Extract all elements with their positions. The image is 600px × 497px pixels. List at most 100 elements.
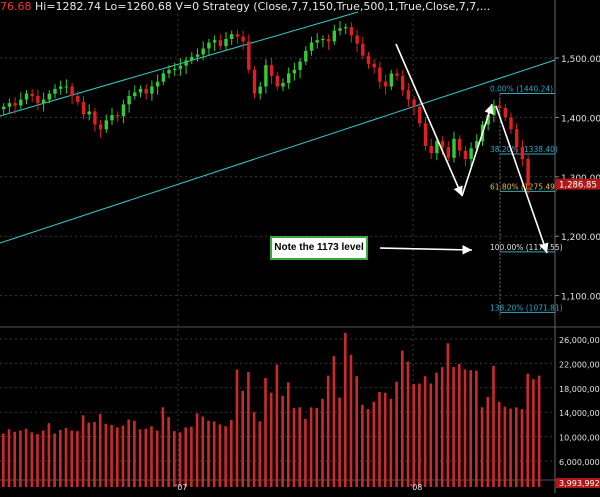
volume-bar: [178, 432, 182, 487]
candle-body: [509, 117, 513, 130]
candle-body: [435, 141, 439, 154]
volume-bar: [81, 415, 85, 487]
candle-body: [309, 42, 314, 51]
candle-body: [475, 141, 479, 149]
candle-body: [287, 73, 291, 83]
candle-body: [406, 90, 411, 100]
volume-tick-label: 14,000,000: [559, 409, 600, 418]
volume-bar: [281, 395, 284, 487]
candle-body: [526, 158, 530, 186]
channel-upper-line: [0, 11, 359, 117]
candle-body: [366, 55, 371, 64]
volume-bar: [212, 421, 216, 487]
candle-body: [389, 73, 393, 87]
candle-body: [24, 93, 29, 100]
candle-body: [423, 123, 428, 146]
candle-body: [326, 38, 331, 42]
candle-body: [269, 65, 274, 76]
candle-body: [138, 88, 143, 93]
volume-bar: [492, 365, 495, 487]
volume-bar: [30, 432, 34, 487]
arrow-annotation: [379, 244, 473, 255]
volume-bar: [509, 408, 512, 487]
candle-body: [7, 103, 12, 107]
volume-bar: [13, 431, 16, 487]
volume-bar: [201, 416, 205, 487]
volume-bar: [503, 406, 507, 487]
candle-body: [395, 73, 399, 76]
lo-label: Lo=1260.68: [104, 0, 172, 13]
volume-bar: [224, 426, 227, 487]
volume-bar: [469, 370, 472, 487]
volume-bar: [435, 372, 438, 487]
candle-body: [19, 99, 23, 106]
candle-body: [344, 27, 348, 29]
volume-bar: [480, 407, 484, 487]
fib-level-label: 0.00% (1440.24): [490, 84, 553, 93]
volume-bar: [127, 419, 130, 487]
volume-bar: [116, 427, 119, 487]
volume-bar: [138, 429, 142, 487]
trend-channel-layer: [0, 11, 556, 244]
volume-bar: [326, 375, 330, 487]
candle-body: [173, 68, 177, 70]
candle-body: [452, 138, 456, 158]
volume-bar: [458, 364, 461, 487]
volume-bar: [161, 407, 165, 487]
candle-body: [178, 65, 183, 69]
hi-label: Hi=1282.74: [35, 0, 102, 13]
arrow-annotation: [395, 43, 463, 197]
candle-body: [224, 38, 228, 47]
volume-bar: [235, 369, 239, 487]
candle-body: [520, 147, 525, 159]
candle-body: [167, 69, 171, 74]
volume-bar: [47, 423, 51, 487]
candle-body: [446, 147, 450, 158]
candle-body: [64, 86, 69, 88]
last-price-fragment: 76.68: [0, 0, 32, 13]
volume-bar: [520, 409, 524, 487]
candle-body: [378, 67, 382, 82]
volume-bar: [104, 423, 108, 487]
candle-body: [184, 60, 188, 66]
note-callout: Note the 1173 level: [270, 236, 368, 260]
candle-body: [497, 105, 502, 108]
candle-body: [429, 145, 433, 154]
candle-body: [440, 141, 445, 148]
volume-bar: [452, 367, 455, 487]
candle-body: [355, 35, 359, 44]
volume-tick-label: 10,000,000: [559, 434, 600, 443]
volume-bar: [275, 364, 279, 487]
volume-bar: [110, 425, 113, 487]
candle-body: [252, 69, 257, 94]
volume-bar: [133, 420, 136, 487]
volume-bar: [344, 332, 347, 487]
candle-body: [315, 40, 319, 43]
candle-body: [486, 115, 490, 125]
volume-bar: [440, 367, 444, 487]
volume-bar: [269, 392, 273, 487]
candle-body: [150, 86, 154, 94]
volume-bar: [241, 390, 244, 487]
candle-body: [53, 88, 57, 94]
volume-bar: [372, 401, 376, 487]
volume-bar: [59, 429, 62, 487]
time-tick-label: '07: [175, 483, 187, 492]
candle-body: [304, 50, 308, 62]
candle-body: [281, 82, 285, 87]
volume-bar: [207, 420, 210, 487]
price-tick-label: 1,500.00: [561, 55, 600, 65]
volume-bar: [395, 381, 398, 487]
fib-level-label: 100.00% (1173.55): [490, 243, 563, 252]
candle-body: [93, 111, 97, 125]
last-volume-tag: [556, 478, 600, 488]
last-price-label: 1,286.85: [559, 181, 597, 191]
volume-bar: [406, 361, 410, 487]
candle-body: [292, 69, 297, 74]
volume-bar: [190, 426, 193, 487]
volume-bar: [2, 433, 5, 487]
volume-bar: [24, 428, 28, 487]
candle-body: [361, 43, 365, 56]
candle-body: [298, 61, 302, 70]
volume-bar: [247, 371, 250, 487]
